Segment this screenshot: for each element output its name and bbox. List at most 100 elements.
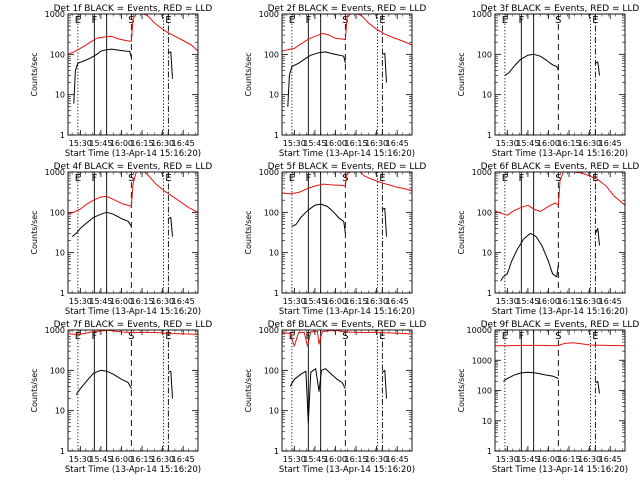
events-series-line — [502, 371, 559, 382]
x-tick-label: 16:15 — [345, 297, 368, 306]
chart-title: Det 7f BLACK = Events, RED = LLD — [54, 320, 213, 330]
marker-label: E — [165, 331, 171, 342]
y-tick-label: 1000 — [472, 356, 492, 365]
marker-label: S — [555, 173, 561, 184]
chart-title: Det 3f BLACK = Events, RED = LLD — [481, 4, 640, 14]
x-tick-label: 16:45 — [599, 455, 622, 464]
x-tick-label: 16:45 — [386, 297, 409, 306]
marker-label: F — [518, 15, 524, 26]
events-series-line — [504, 53, 559, 76]
marker-label: E — [379, 331, 385, 342]
events-series-line — [382, 53, 387, 83]
y-tick-label: 100 — [264, 208, 279, 217]
series-group — [68, 14, 198, 104]
events-series-line — [168, 51, 173, 79]
x-tick-label: 16:30 — [578, 139, 601, 148]
x-tick-label: 16:15 — [131, 297, 154, 306]
chart-panel-1: Det 1f BLACK = Events, RED = LLD 1 10 100 10… — [30, 4, 212, 159]
chart-panel-6: Det 6f BLACK = Events, RED = LLD 1 10 100 10… — [457, 162, 639, 317]
marker-label: F — [305, 173, 311, 184]
chart-panel-8: Det 8f BLACK = Events, RED = LLD 1 10 100 10… — [244, 320, 426, 475]
series-group — [495, 14, 625, 76]
series-group — [282, 172, 412, 237]
lld-series-line — [68, 330, 198, 335]
y-tick-label: 1000 — [45, 168, 65, 177]
events-series-line — [168, 216, 173, 237]
x-axis-label: Start Time (13-Apr-14 15:16:20) — [279, 465, 415, 475]
y-tick-label: 1000 — [259, 10, 279, 19]
x-axis-label: Start Time (13-Apr-14 15:16:20) — [65, 149, 201, 159]
y-tick-label: 100 — [477, 208, 492, 217]
x-axis-label: Start Time (13-Apr-14 15:16:20) — [279, 307, 415, 317]
y-tick-label: 1000 — [45, 326, 65, 335]
y-tick-label: 10 — [482, 417, 492, 426]
plot-frame — [494, 13, 626, 136]
y-tick-label: 1 — [487, 289, 492, 298]
chart-title: Det 5f BLACK = Events, RED = LLD — [268, 162, 427, 172]
marker-label: F — [91, 173, 97, 184]
y-axis-label: Counts/sec — [244, 210, 253, 254]
x-tick-label: 16:00 — [324, 455, 347, 464]
x-tick-label: 16:45 — [172, 455, 195, 464]
x-tick-label: 15:30 — [69, 139, 92, 148]
chart-panel-4: Det 4f BLACK = Events, RED = LLD 1 10 100 10… — [30, 162, 212, 317]
events-series-line — [594, 227, 600, 246]
marker-label: E — [289, 173, 295, 184]
marker-label: F — [91, 331, 97, 342]
chart-title: Det 1f BLACK = Events, RED = LLD — [54, 4, 213, 14]
marker-label: E — [75, 173, 81, 184]
plot-frame — [67, 329, 199, 452]
events-series-line — [500, 232, 559, 282]
y-tick-label: 100 — [477, 50, 492, 59]
lld-series-line — [357, 14, 412, 46]
x-tick-label: 16:15 — [558, 139, 581, 148]
marker-label: S — [555, 15, 561, 26]
x-tick-label: 16:30 — [578, 455, 601, 464]
x-axis-label: Start Time (13-Apr-14 15:16:20) — [65, 307, 201, 317]
events-series-line — [291, 203, 346, 234]
lld-series-line — [68, 172, 137, 215]
x-tick-label: 15:30 — [283, 297, 306, 306]
marker-label: E — [502, 173, 508, 184]
x-tick-label: 15:45 — [89, 139, 112, 148]
series-group — [68, 172, 198, 237]
y-axis-label: Counts/sec — [244, 52, 253, 96]
marker-label: S — [342, 173, 348, 184]
plot-frame — [67, 13, 199, 136]
x-tick-label: 15:45 — [516, 455, 539, 464]
x-tick-label: 15:45 — [516, 297, 539, 306]
x-tick-label: 16:00 — [110, 297, 133, 306]
chart-panel-2: Det 2f BLACK = Events, RED = LLD 1 10 100 10… — [244, 4, 426, 159]
plot-frame — [494, 329, 626, 452]
marker-label: E — [502, 15, 508, 26]
marker-label: E — [379, 15, 385, 26]
marker-label: F — [518, 331, 524, 342]
marker-label: F — [91, 15, 97, 26]
marker-label: E — [289, 15, 295, 26]
plot-frame — [281, 13, 413, 136]
series-group — [495, 342, 625, 394]
x-tick-label: 15:45 — [303, 455, 326, 464]
marker-label: S — [342, 15, 348, 26]
marker-label: E — [165, 15, 171, 26]
x-axis-label: Start Time (13-Apr-14 15:16:20) — [279, 149, 415, 159]
lld-series-line — [359, 172, 412, 192]
x-tick-label: 15:30 — [69, 455, 92, 464]
x-tick-label: 16:15 — [558, 297, 581, 306]
y-tick-label: 100 — [264, 366, 279, 375]
marker-label: S — [128, 15, 134, 26]
chart-panel-9: Det 9f BLACK = Events, RED = LLD 1 10 100 10… — [457, 320, 639, 475]
y-tick-label: 1000 — [472, 168, 492, 177]
series-group — [495, 172, 625, 282]
marker-label: S — [555, 331, 561, 342]
marker-label: S — [128, 173, 134, 184]
y-tick-label: 1 — [274, 447, 279, 456]
x-tick-label: 16:15 — [558, 455, 581, 464]
marker-label: E — [592, 15, 598, 26]
chart-title: Det 2f BLACK = Events, RED = LLD — [268, 4, 427, 14]
x-tick-label: 15:45 — [516, 139, 539, 148]
marker-label: F — [518, 173, 524, 184]
x-tick-label: 16:00 — [324, 297, 347, 306]
